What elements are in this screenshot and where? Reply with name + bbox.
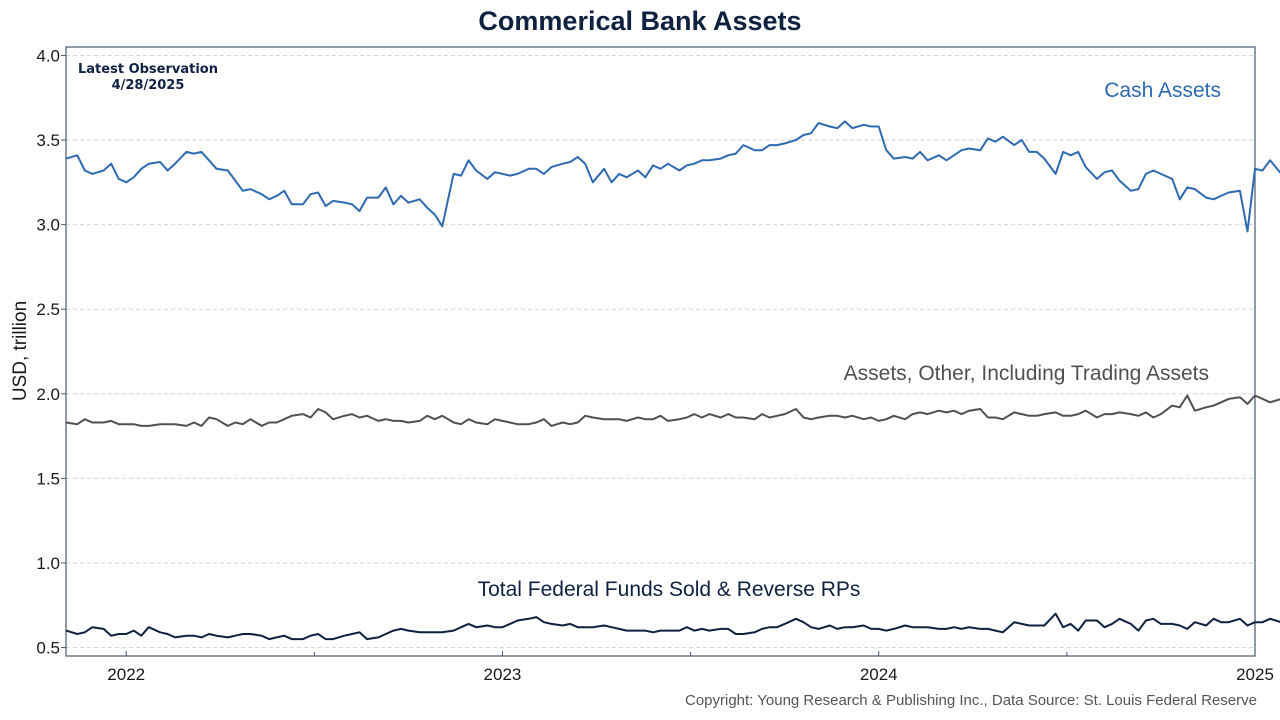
source-credit: Copyright: Young Research & Publishing I…	[685, 692, 1257, 709]
series-layer	[65, 120, 1280, 641]
y-tick-label: 0.5	[36, 639, 60, 658]
plot-area-frame	[65, 46, 1256, 657]
series-label-other-assets: Assets, Other, Including Trading Assets	[844, 362, 1209, 385]
x-tick-label: 2022	[107, 665, 145, 684]
y-tick-label: 1.0	[36, 554, 60, 573]
series-line-other-assets	[65, 394, 1280, 427]
x-tick-label: 2023	[484, 665, 522, 684]
y-axis-title: USD, trillion	[10, 301, 31, 401]
series-label-cash-assets: Cash Assets	[1104, 79, 1221, 102]
y-tick-label: 2.0	[36, 385, 60, 404]
gridlines	[66, 54, 1255, 649]
y-tick-label: 2.5	[36, 300, 60, 319]
x-axis-ticks: 2022 2023 2024 2025	[107, 651, 1274, 684]
y-tick-label: 4.0	[36, 46, 60, 65]
y-axis-ticks: 0.5 1.0 1.5 2.0 2.5 3.0 3.5 4.0	[36, 46, 66, 658]
latest-observation-label: Latest Observation	[78, 62, 218, 77]
series-line-fed-funds	[65, 612, 1280, 641]
y-tick-label: 3.5	[36, 131, 60, 150]
chart-title: Commerical Bank Assets	[478, 6, 802, 36]
y-tick-label: 3.0	[36, 216, 60, 235]
x-tick-label: 2025	[1236, 665, 1274, 684]
x-tick-label: 2024	[860, 665, 898, 684]
latest-observation-date: 4/28/2025	[112, 78, 185, 93]
y-tick-label: 1.5	[36, 469, 60, 488]
series-label-fed-funds: Total Federal Funds Sold & Reverse RPs	[478, 578, 861, 601]
series-line-cash-assets	[65, 120, 1280, 233]
